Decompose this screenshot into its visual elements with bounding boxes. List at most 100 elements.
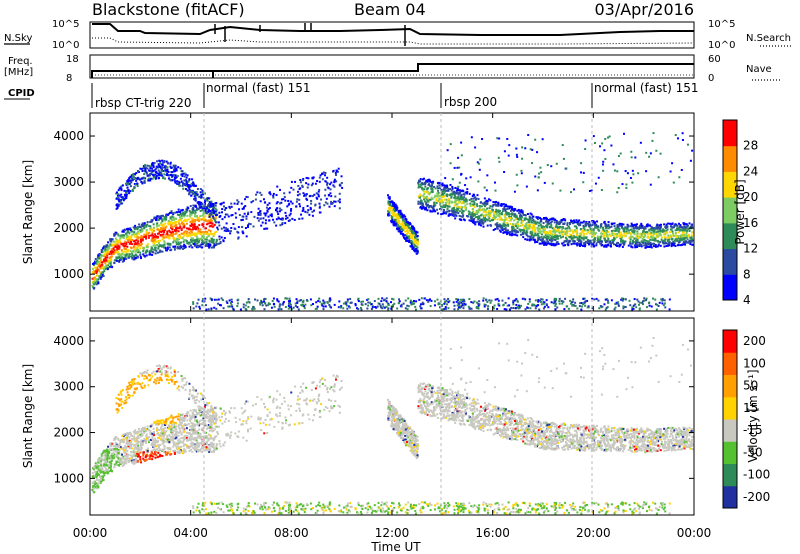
power-cell	[492, 204, 495, 207]
power-cell	[395, 220, 398, 223]
power-cell	[98, 271, 101, 274]
power-cell	[561, 225, 564, 228]
power-cell	[192, 233, 195, 236]
power-cell	[174, 174, 177, 177]
power-cell	[581, 221, 584, 224]
power-cell	[566, 243, 569, 246]
power-cell	[635, 223, 638, 226]
power-cell	[283, 192, 286, 195]
power-cell	[456, 210, 459, 213]
power-cell	[576, 242, 579, 245]
power-cell	[121, 252, 124, 255]
power-cell	[281, 222, 284, 225]
power-cell	[560, 221, 563, 224]
power-cell	[428, 193, 431, 196]
power-cell	[230, 205, 233, 208]
power-cell	[198, 224, 201, 227]
power-cell	[460, 215, 463, 218]
power-cell	[501, 299, 504, 302]
power-cell	[189, 189, 192, 192]
power-cell	[323, 174, 326, 177]
power-cell	[185, 180, 188, 183]
power-cell	[681, 234, 684, 237]
power-cell	[570, 235, 573, 238]
power-cell	[642, 240, 645, 243]
power-cell	[94, 258, 97, 261]
power-cell	[133, 239, 136, 242]
power-cell	[620, 239, 623, 242]
power-cell	[496, 226, 499, 229]
power-cell	[141, 224, 144, 227]
power-cell	[590, 231, 593, 234]
power-cell	[675, 224, 678, 227]
power-cell	[427, 178, 430, 181]
power-cell	[442, 190, 445, 193]
power-cell	[306, 198, 309, 201]
power-cell	[196, 215, 199, 218]
power-cell	[191, 223, 194, 226]
power-cell	[389, 204, 392, 207]
power-cell	[576, 221, 579, 224]
power-cell	[150, 247, 153, 250]
power-cell	[462, 201, 465, 204]
power-cell	[488, 212, 491, 215]
power-cell	[310, 184, 313, 187]
power-cell	[131, 254, 134, 257]
power-cell	[478, 168, 481, 171]
power-cell	[174, 211, 177, 214]
power-cell	[459, 206, 462, 209]
power-cell	[143, 180, 146, 183]
power-cell	[631, 240, 634, 243]
power-cell	[215, 212, 218, 215]
power-cell	[451, 208, 454, 211]
power-cell	[167, 170, 170, 173]
power-cell	[455, 198, 458, 201]
power-cell	[597, 225, 600, 228]
power-cell	[117, 197, 120, 200]
power-cell	[510, 213, 513, 216]
power-cell	[130, 240, 133, 243]
power-cell	[215, 209, 218, 212]
power-cell	[154, 171, 157, 174]
power-cell	[637, 226, 640, 229]
power-cell	[184, 187, 187, 190]
power-cell	[163, 246, 166, 249]
power-cell	[643, 233, 646, 236]
power-cell	[398, 214, 401, 217]
power-cell	[463, 206, 466, 209]
power-cell	[210, 211, 213, 214]
power-cell	[579, 240, 582, 243]
power-cell	[584, 139, 587, 142]
power-cell	[188, 210, 191, 213]
power-cell	[636, 239, 639, 242]
power-cell	[328, 303, 331, 306]
power-cell	[494, 228, 497, 231]
power-cell	[207, 229, 210, 232]
power-cell	[649, 241, 652, 244]
power-cell	[452, 210, 455, 213]
power-cell	[122, 229, 125, 232]
power-cell	[237, 226, 240, 229]
power-cell	[679, 224, 682, 227]
power-cell	[602, 160, 605, 163]
power-cell	[305, 182, 308, 185]
power-cell	[596, 235, 599, 238]
power-cell	[286, 205, 289, 208]
power-cell	[412, 232, 415, 235]
power-cell	[424, 196, 427, 199]
power-cell	[169, 217, 172, 220]
power-cell	[596, 236, 599, 239]
power-cell	[436, 208, 439, 211]
power-cell	[466, 202, 469, 205]
power-cell	[150, 220, 153, 223]
power-cell	[532, 215, 535, 218]
power-cell	[141, 222, 144, 225]
power-cell	[110, 248, 113, 251]
power-cell	[481, 208, 484, 211]
power-cell	[640, 234, 643, 237]
power-cell	[509, 217, 512, 220]
power-cell	[533, 238, 536, 241]
power-cell	[481, 213, 484, 216]
nsky-trace	[92, 23, 694, 36]
power-cell	[470, 197, 473, 200]
